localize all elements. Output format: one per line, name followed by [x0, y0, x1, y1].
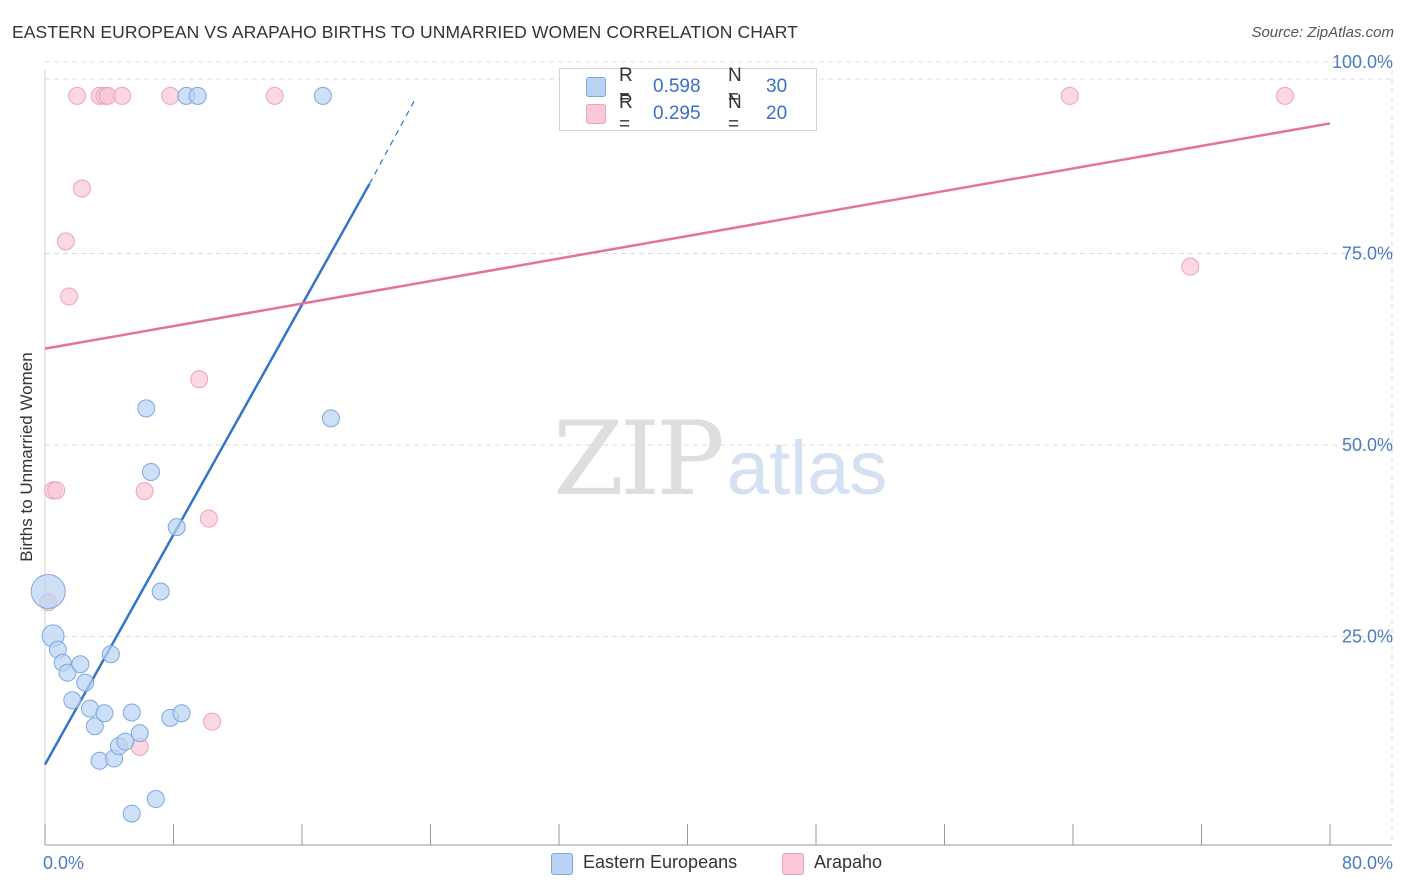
x-tick-label: 0.0%	[43, 853, 84, 873]
point-eastern-europeans	[58, 663, 77, 682]
point-eastern-europeans	[122, 804, 141, 823]
y-tick-label: 50.0%	[1342, 435, 1393, 455]
data-points	[30, 86, 1295, 823]
trendline-eastern-europeans-extension	[368, 100, 415, 185]
point-arapaho	[60, 287, 79, 306]
point-arapaho	[47, 481, 66, 500]
source-note: Source: ZipAtlas.com	[1251, 24, 1394, 41]
chart-title: EASTERN EUROPEAN VS ARAPAHO BIRTHS TO UN…	[12, 22, 798, 42]
point-arapaho	[199, 509, 218, 528]
point-eastern-europeans	[313, 86, 332, 105]
point-arapaho	[113, 86, 132, 105]
point-eastern-europeans	[321, 409, 340, 428]
tick-labels: 25.0% 50.0% 75.0% 100.0% 0.0% 80.0%	[43, 52, 1393, 873]
point-eastern-europeans	[30, 573, 66, 609]
correlation-legend: R = 0.598 N = 30 R = 0.295 N = 20	[559, 65, 817, 135]
point-eastern-europeans	[71, 655, 90, 674]
point-arapaho	[68, 86, 87, 105]
bottom-legend-swatch-eastern-europeans	[551, 853, 573, 875]
trendlines	[43, 100, 1331, 766]
point-arapaho	[190, 370, 209, 389]
point-eastern-europeans	[116, 732, 135, 751]
point-arapaho	[203, 712, 222, 731]
watermark-zip: ZIP	[553, 400, 725, 519]
point-arapaho	[265, 86, 284, 105]
point-arapaho	[135, 482, 154, 501]
bottom-legend-swatch-arapaho	[782, 853, 804, 875]
n-value: 30	[766, 76, 788, 97]
r-value: 0.598	[653, 76, 701, 97]
point-arapaho	[56, 232, 75, 251]
r-value: 0.295	[653, 103, 701, 124]
x-tick-label: 80.0%	[1342, 853, 1393, 873]
point-eastern-europeans	[95, 704, 114, 723]
point-eastern-europeans	[76, 673, 95, 692]
r-label: R =	[619, 92, 633, 135]
point-eastern-europeans	[188, 86, 207, 105]
point-eastern-europeans	[151, 582, 170, 601]
point-arapaho	[1060, 86, 1079, 105]
watermark: ZIPatlas	[553, 400, 887, 519]
r-label: R =	[619, 65, 633, 108]
bottom-legend-label: Arapaho	[814, 852, 883, 872]
point-eastern-europeans	[101, 645, 120, 664]
point-eastern-europeans	[146, 790, 165, 809]
n-label: N =	[728, 92, 742, 135]
y-tick-label: 100.0%	[1332, 52, 1393, 72]
axes	[44, 70, 1392, 846]
point-eastern-europeans	[130, 724, 149, 743]
y-tick-label: 75.0%	[1342, 244, 1393, 264]
bottom-legend-label: Eastern Europeans	[583, 852, 738, 872]
watermark-atlas: atlas	[726, 426, 888, 511]
point-arapaho	[161, 86, 180, 105]
legend-swatch-arapaho	[586, 104, 606, 124]
point-eastern-europeans	[85, 717, 104, 736]
point-eastern-europeans	[63, 691, 82, 710]
y-tick-label: 25.0%	[1342, 627, 1393, 647]
n-label: N =	[728, 65, 742, 108]
trendline-eastern-europeans	[43, 183, 371, 766]
point-arapaho	[1181, 257, 1200, 276]
point-eastern-europeans	[122, 703, 141, 722]
point-eastern-europeans	[137, 399, 156, 418]
point-eastern-europeans	[172, 704, 191, 723]
point-eastern-europeans	[142, 462, 161, 481]
legend-swatch-eastern-europeans	[586, 77, 606, 97]
n-value: 20	[766, 103, 788, 124]
gridlines	[45, 61, 1393, 845]
trendline-arapaho	[44, 122, 1331, 350]
point-eastern-europeans	[167, 518, 186, 537]
point-arapaho	[72, 179, 91, 198]
point-arapaho	[1276, 86, 1295, 105]
